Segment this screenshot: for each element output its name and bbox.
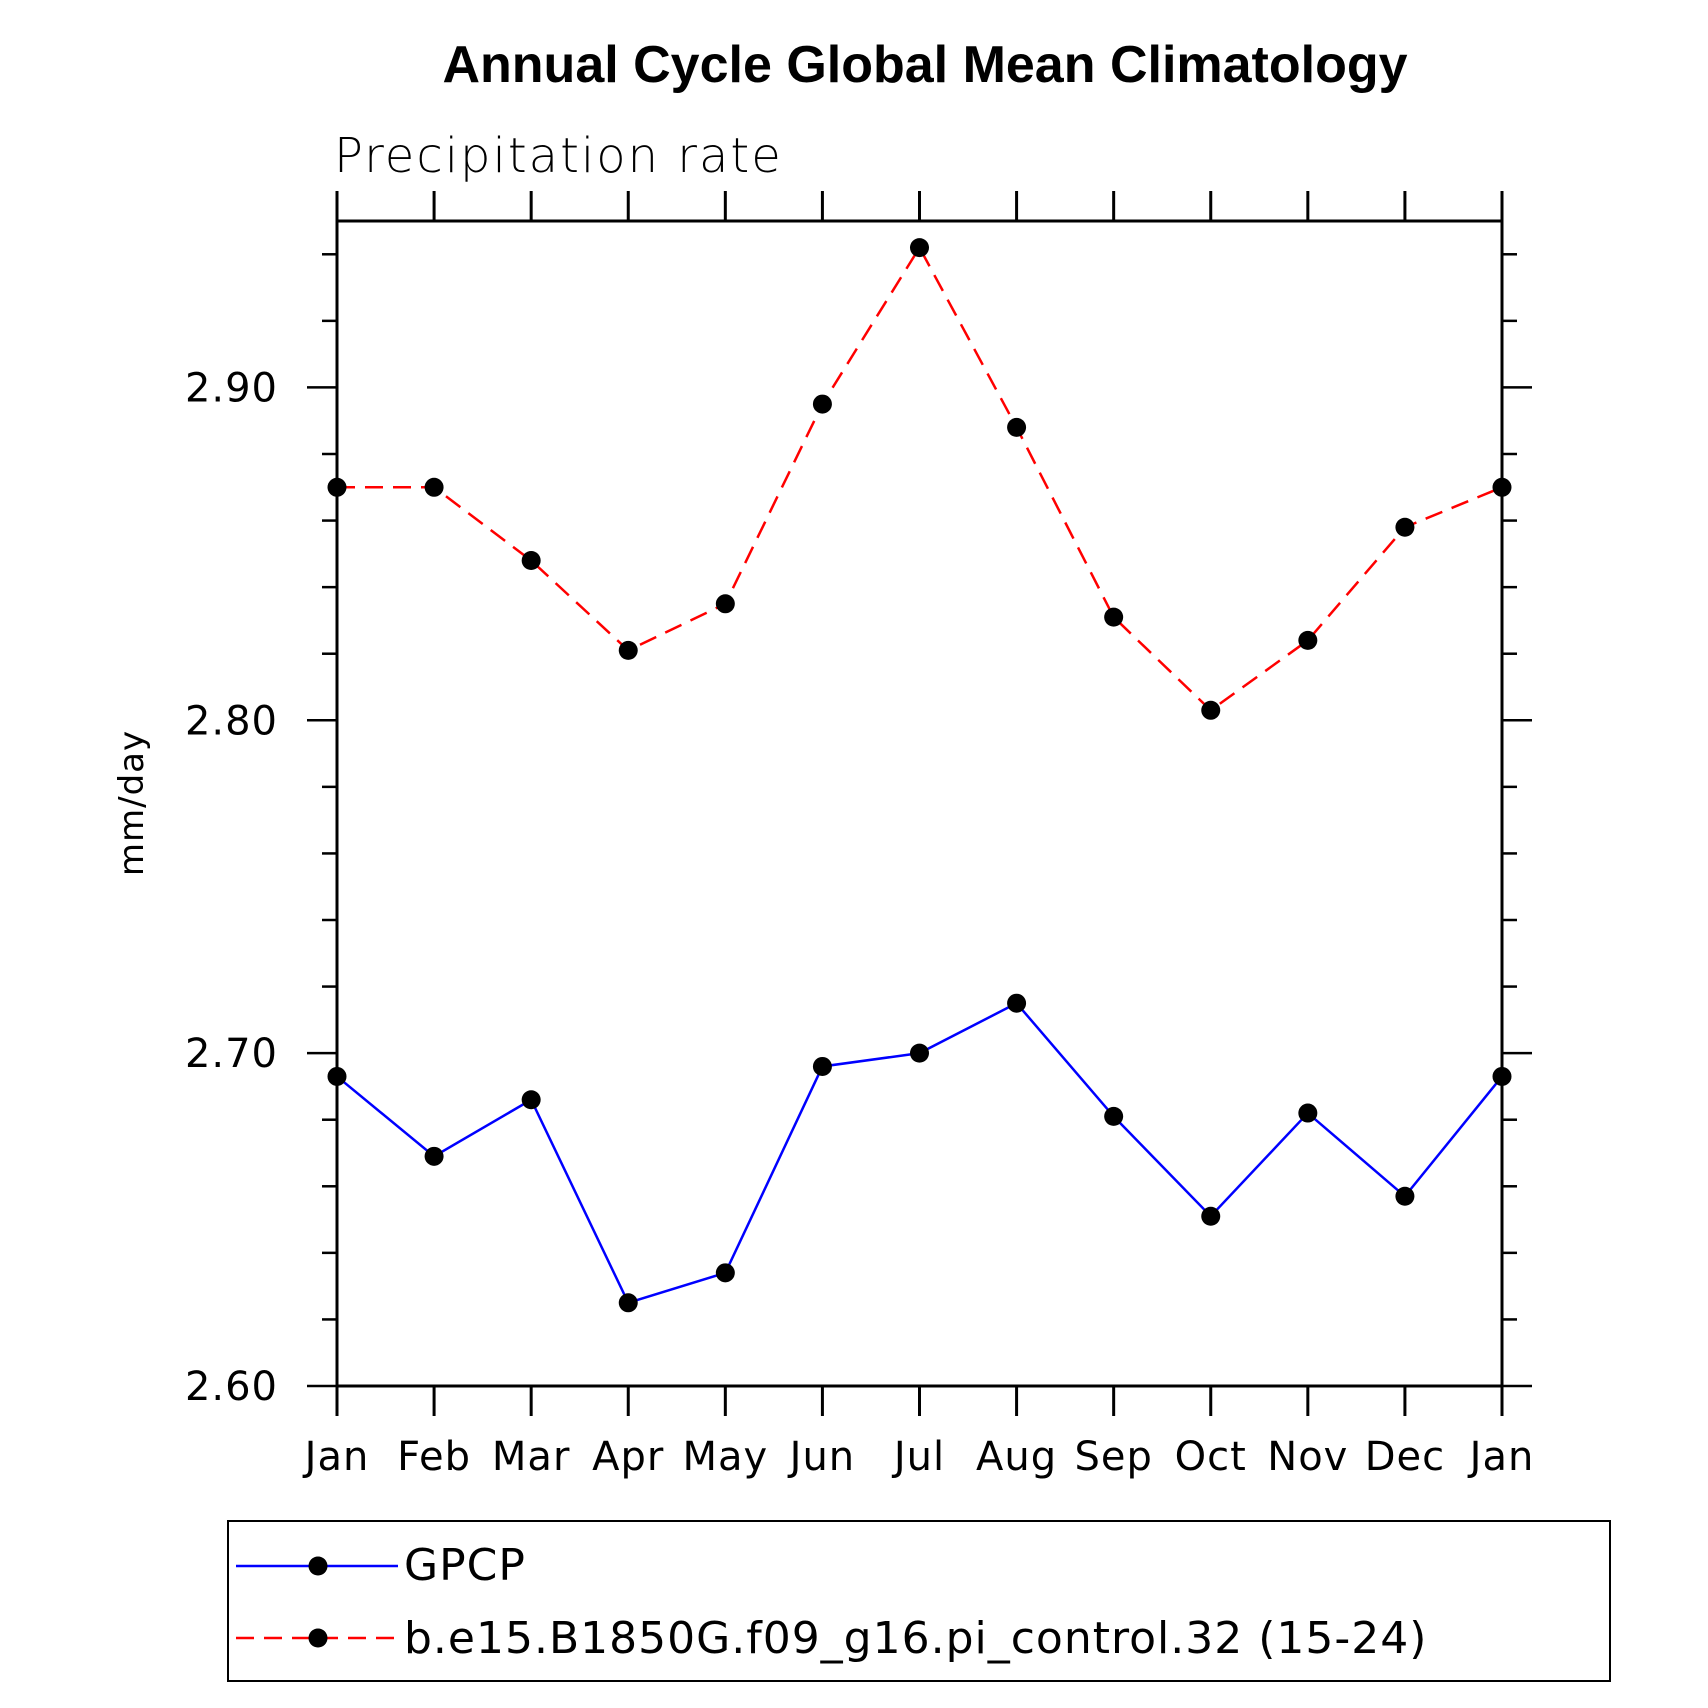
x-tick-label: Jun [787,1434,856,1480]
x-tick-label: Dec [1365,1434,1445,1480]
series-1-point [1395,517,1415,537]
series-1-point [424,477,444,497]
series-1-point [1201,700,1221,720]
legend-box [227,1520,1611,1682]
series-0-point [715,1263,735,1283]
y-tick-label: 2.90 [185,365,278,411]
series-line-1 [337,245,1503,712]
series-0-point [1395,1186,1415,1206]
legend: GPCP b.e15.B1850G.f09_g16.pi_control.32 … [227,1520,1611,1682]
series-0-point [424,1146,444,1166]
chart-title: Annual Cycle Global Mean Climatology [442,36,1407,94]
series-0-point [521,1090,541,1110]
y-tick-label: 2.70 [185,1031,278,1077]
x-tick-label: Mar [492,1434,570,1480]
y-tick-label: 2.60 [185,1364,278,1410]
series-1-point [1104,607,1124,627]
x-tick-label: Jul [891,1434,945,1480]
series-0-point [1201,1206,1221,1226]
series-0-point [910,1043,929,1063]
series-0-point [1492,1066,1512,1086]
legend-marker-0 [308,1556,328,1576]
legend-label-gpcp: GPCP [404,1540,526,1591]
x-tick-label: Aug [976,1434,1057,1480]
series-0-point [1007,993,1027,1013]
legend-marker-1 [308,1628,328,1648]
series-1-point [715,594,735,614]
x-tick-label: Nov [1267,1434,1348,1480]
series-1-point [521,551,541,571]
series-0-point [618,1293,638,1313]
series-1-point [1298,630,1318,650]
series-1-point [910,238,929,258]
x-tick-label: Feb [397,1434,471,1480]
series-1-point [327,477,347,497]
x-tick-label: Sep [1074,1434,1152,1480]
x-ticks: Jan Feb Mar Apr May Jun Jul Aug Sep Oct Nov Dec Jan [302,191,1535,1480]
x-tick-label: Jan [1467,1434,1535,1480]
y-ticks: 2.60 2.70 2.80 2.90 [185,253,1532,1410]
legend-label-model: b.e15.B1850G.f09_g16.pi_control.32 (15-2… [404,1613,1427,1664]
series-0-point [1104,1106,1124,1126]
series-1-point [812,394,832,414]
series-0-point [327,1066,347,1086]
series-1-point [1492,477,1512,497]
x-tick-label: May [682,1434,768,1480]
x-tick-label: Oct [1175,1434,1247,1480]
y-axis-label: mm/day [112,730,152,876]
y-tick-label: 2.80 [185,698,278,744]
series-0-point [812,1056,832,1076]
series-1-point [618,640,638,660]
x-tick-label: Apr [592,1434,664,1480]
series-layer [327,238,1512,1313]
chart-subtitle: Precipitation rate [334,128,783,184]
plot-frame [335,219,1504,1388]
x-tick-label: Jan [302,1434,370,1480]
series-1-point [1007,417,1027,437]
series-0-point [1298,1103,1318,1123]
